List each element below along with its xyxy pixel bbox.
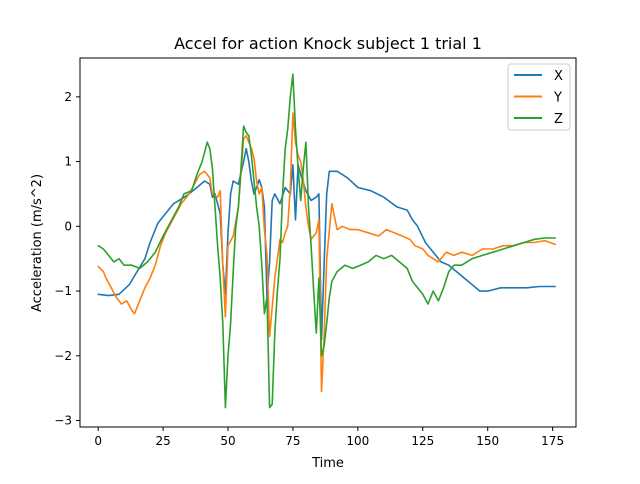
x-tick-label: 50 xyxy=(220,434,235,448)
y-tick-label: −2 xyxy=(54,349,72,363)
x-tick-label: 0 xyxy=(94,434,102,448)
x-tick-label: 125 xyxy=(411,434,434,448)
x-tick-label: 25 xyxy=(155,434,170,448)
y-tick-label: 2 xyxy=(64,90,72,104)
x-axis: 0 25 50 75 100 125 150 175 xyxy=(94,427,564,448)
plot-area-frame xyxy=(79,57,577,428)
legend-label-x: X xyxy=(554,69,563,84)
y-axis-label: Acceleration (m/s^2) xyxy=(30,174,45,312)
series-line-z xyxy=(97,73,556,409)
x-tick-label: 150 xyxy=(476,434,499,448)
chart-title: Accel for action Knock subject 1 trial 1 xyxy=(174,34,482,53)
x-tick-label: 75 xyxy=(285,434,300,448)
legend-label-z: Z xyxy=(554,112,563,127)
y-tick-label: −1 xyxy=(54,284,72,298)
x-axis-label: Time xyxy=(311,456,344,471)
x-tick-label: 175 xyxy=(541,434,564,448)
y-tick-label: 1 xyxy=(64,155,72,169)
x-tick-label: 100 xyxy=(346,434,369,448)
legend: XYZ xyxy=(507,63,571,131)
series-layer xyxy=(97,73,556,409)
y-tick-label: 0 xyxy=(64,219,72,233)
y-axis: −3 −2 −1 0 1 2 xyxy=(54,90,80,428)
y-tick-label: −3 xyxy=(54,414,72,428)
legend-label-y: Y xyxy=(553,91,562,106)
